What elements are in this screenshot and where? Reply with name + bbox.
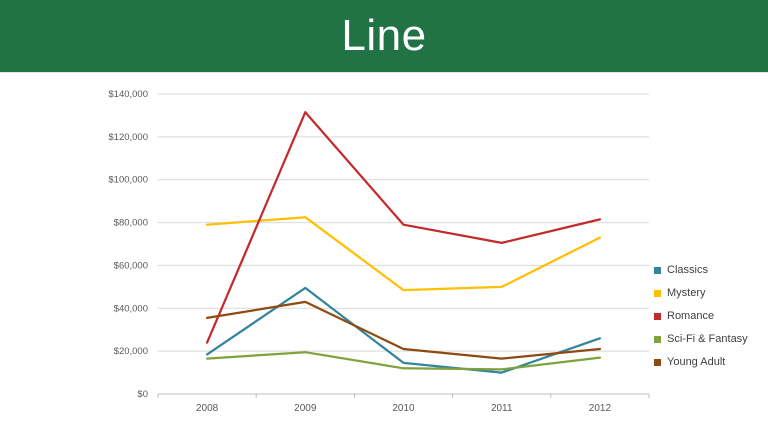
series-line-mystery — [205, 216, 602, 292]
legend-item-sci-fi-fantasy: Sci-Fi & Fantasy — [654, 333, 748, 346]
series-line-young-adult — [205, 300, 602, 360]
legend-label: Romance — [667, 310, 715, 322]
x-axis-tick-label: 2010 — [392, 403, 415, 414]
y-axis-tick-label: $40,000 — [114, 303, 148, 314]
y-axis-tick-label: $80,000 — [114, 218, 148, 229]
legend-item-romance: Romance — [654, 310, 748, 323]
slide-title: Line — [341, 11, 427, 60]
x-axis-tick-label: 2009 — [294, 403, 317, 414]
legend-swatch-icon — [654, 359, 661, 366]
legend-item-mystery: Mystery — [654, 287, 748, 300]
chart-legend: Classics Mystery Romance Sci-Fi & Fantasy Yo… — [654, 264, 748, 369]
y-axis-tick-label: $60,000 — [114, 260, 148, 271]
x-axis-tick-label: 2011 — [491, 403, 513, 414]
legend-swatch-icon — [654, 290, 661, 297]
series-line-classics — [205, 286, 602, 374]
legend-label: Young Adult — [667, 356, 726, 368]
legend-swatch-icon — [654, 336, 661, 343]
y-axis-tick-label: $0 — [137, 389, 148, 400]
y-axis-tick-label: $120,000 — [108, 132, 148, 143]
legend-label: Mystery — [667, 287, 706, 299]
line-chart-plot: $0 $20,000 $40,000 $60,000 $80,000 $100,000 $1… — [108, 89, 650, 414]
x-axis-tick-label: 2008 — [196, 403, 219, 414]
y-axis-tick-label: $100,000 — [108, 175, 148, 186]
legend-swatch-icon — [654, 313, 661, 320]
series-line-romance — [205, 111, 602, 344]
series-line-sci-fi-fantasy — [205, 351, 602, 371]
y-axis-tick-label: $140,000 — [108, 89, 148, 100]
legend-swatch-icon — [654, 267, 661, 274]
x-axis-tick-label: 2012 — [589, 403, 612, 414]
legend-label: Sci-Fi & Fantasy — [667, 333, 748, 345]
legend-label: Classics — [667, 264, 708, 276]
slide-title-bar: Line — [0, 0, 768, 73]
legend-item-young-adult: Young Adult — [654, 356, 748, 369]
y-axis-tick-label: $20,000 — [114, 346, 148, 357]
chart-area: $0 $20,000 $40,000 $60,000 $80,000 $100,000 $1… — [0, 73, 768, 432]
legend-item-classics: Classics — [654, 264, 748, 277]
